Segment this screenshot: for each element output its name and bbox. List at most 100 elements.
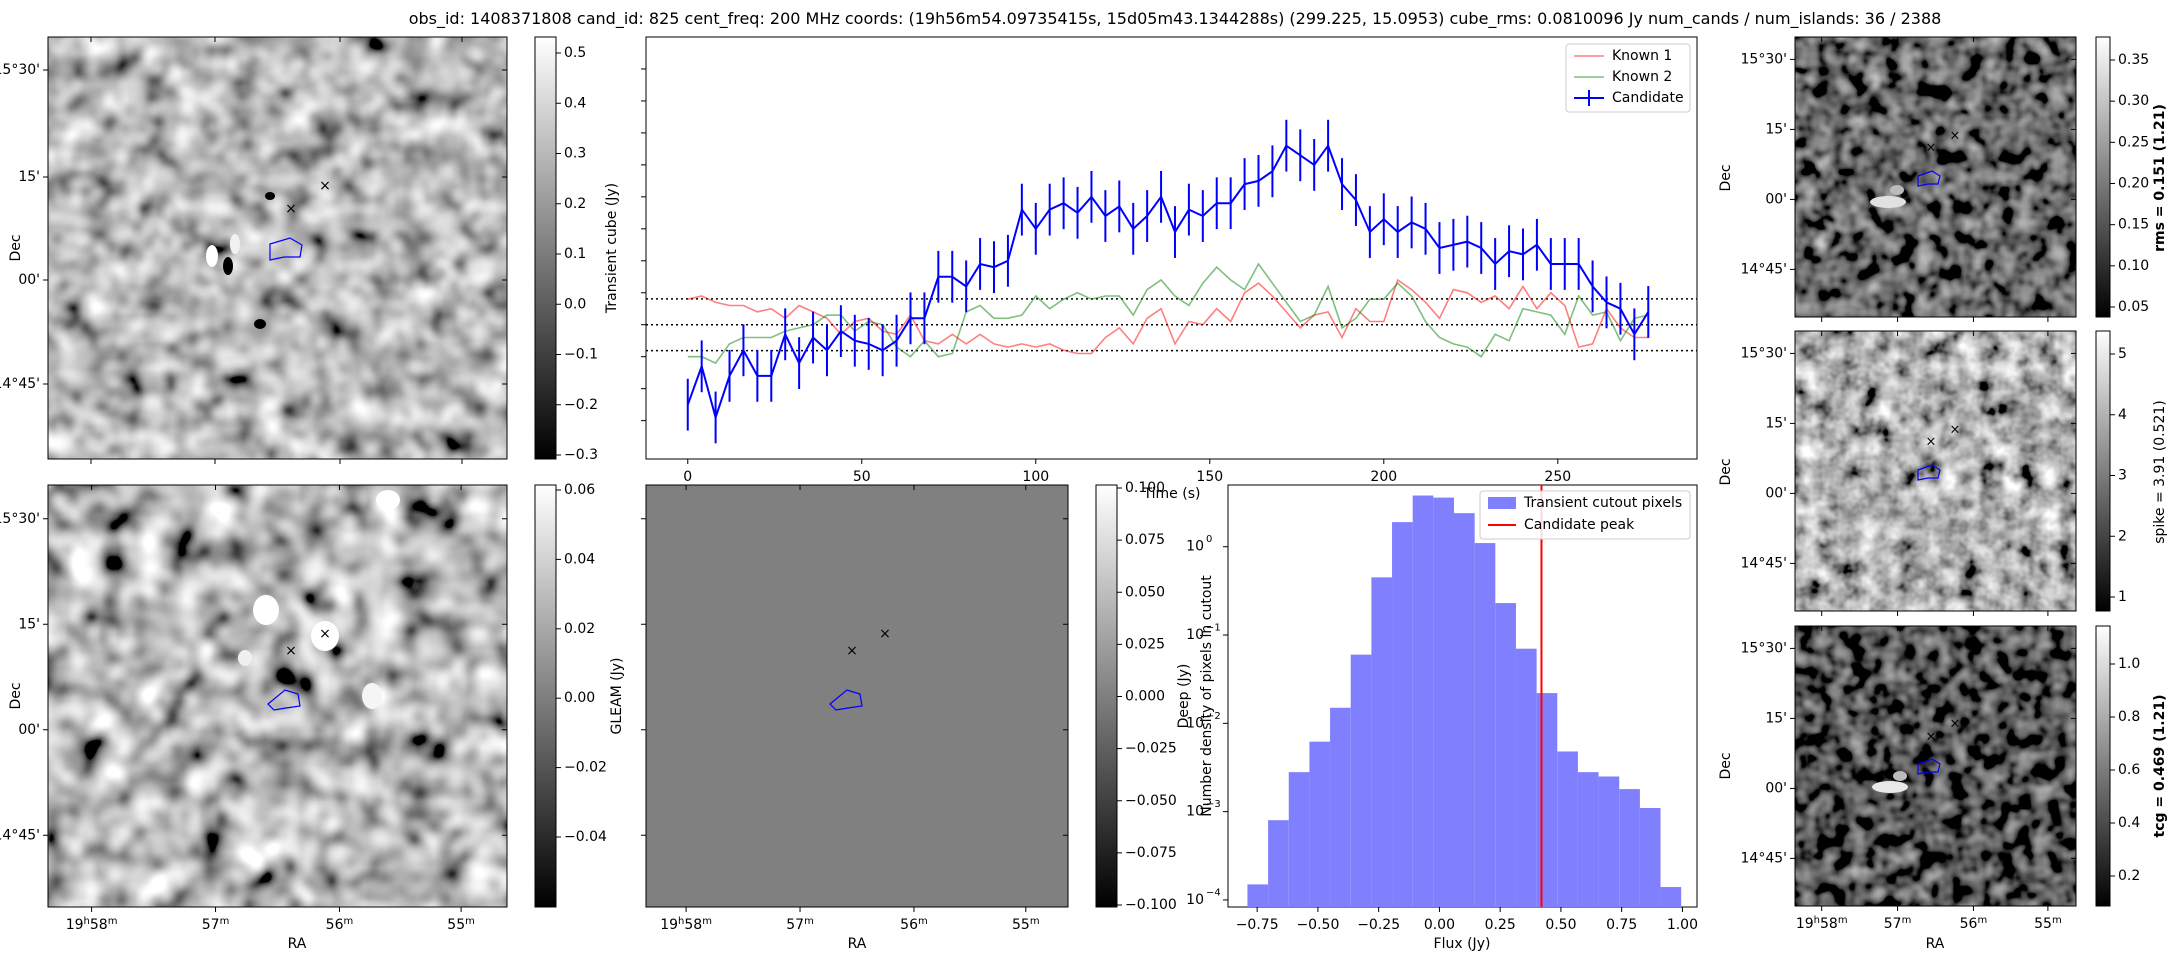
cbar-tick-label: 0.06 xyxy=(564,482,595,498)
ra-value: 19 xyxy=(66,917,84,933)
cbar-tick-label: −0.100 xyxy=(1125,897,1177,913)
ra-unit: m xyxy=(220,916,230,927)
spike-colorbar: 5 4 3 2 1 spike = 3.91 (0.521) xyxy=(2095,330,2168,612)
cbar-tick-label: 0.6 xyxy=(2118,762,2140,778)
dec-tick-label: 15' xyxy=(18,169,40,185)
gleam-known-marker: × xyxy=(846,643,858,659)
ra-unit: m xyxy=(804,916,814,927)
spike-island-contour xyxy=(1917,464,1941,481)
panel-tcg: × × 15°30'15'00'14°45'19h58m 57m 56m 55m De… xyxy=(1718,625,2077,952)
rms-island-contour xyxy=(1917,170,1941,187)
ra-tick-label: 57m xyxy=(202,916,230,934)
dec-tick-label: 00' xyxy=(18,272,40,288)
gleam-candidate-marker: × xyxy=(879,626,891,642)
histogram-bar xyxy=(1412,495,1434,907)
cbar-tick-label: 0.15 xyxy=(2118,217,2149,233)
dec-tick-label: 00' xyxy=(1765,191,1787,207)
rms-image xyxy=(1795,37,2076,317)
cbar-tick-label: 0.30 xyxy=(2118,93,2149,109)
dec-tick-label: 15' xyxy=(18,616,40,632)
ra-value: 57 xyxy=(786,917,804,933)
cbar-tick-label: 0.025 xyxy=(1125,636,1165,652)
ra-value: 58 xyxy=(684,917,702,933)
hist-y-tick-label: 10 xyxy=(1186,627,1204,643)
lc-x-tick-label: 100 xyxy=(1022,469,1049,485)
ra-value: 55 xyxy=(447,917,465,933)
rms-ylabel: Dec xyxy=(1718,164,1734,191)
hist-x-tick-label: −0.50 xyxy=(1296,917,1339,933)
cbar-tick-label: 0.050 xyxy=(1125,584,1165,600)
cbar-tick-label: 0.4 xyxy=(2118,815,2140,831)
histogram-bar xyxy=(1598,776,1620,907)
tcg-known-marker: × xyxy=(1926,730,1937,745)
ra-unit: m xyxy=(918,916,928,927)
hist-x-tick-label: −0.75 xyxy=(1236,917,1279,933)
cbar-tick-label: −0.1 xyxy=(564,347,598,363)
panel-spike: × × 15°30' 15' 00' 14°45' Dec xyxy=(1718,330,2077,616)
hist-y-tick-exponent: −3 xyxy=(1206,799,1221,810)
panel-lightcurve: 0 50 100 150 200 250 Known 1 Known 2 Candidat… xyxy=(641,36,1698,502)
cbar-tick-label: −0.04 xyxy=(564,829,607,845)
legend-transient-pixels: Transient cutout pixels xyxy=(1523,495,1682,511)
tcg-xlabel: RA xyxy=(1926,936,1945,952)
ra-unit: m xyxy=(1902,915,1912,926)
dec-tick-label: 15' xyxy=(1765,121,1787,137)
histogram-bar xyxy=(1536,693,1558,907)
rms-bright-blob xyxy=(1870,196,1906,208)
deep-colorbar: 0.06 0.04 0.02 0.00 −0.02 −0.04 xyxy=(534,482,607,908)
transient-dec-ticks: 15°30' 15' 00' 14°45' xyxy=(0,62,48,392)
cbar-tick-label: 0.00 xyxy=(564,690,595,706)
cbar-tick-label: 0.2 xyxy=(564,196,586,212)
hist-y-tick-exponent: −4 xyxy=(1206,887,1221,898)
tcg-ylabel: Dec xyxy=(1718,752,1734,779)
transient-colorbar: 0.5 0.4 0.3 0.2 0.1 0.0 −0.1 −0.2 −0.3 Transient… xyxy=(534,36,620,463)
ra-unit: m xyxy=(108,916,118,927)
ra-tick-label: 57m xyxy=(786,916,814,934)
cbar-tick-label: 0.25 xyxy=(2118,134,2149,150)
hist-x-tick-label: 0.50 xyxy=(1545,917,1576,933)
cbar-tick-label: 0.4 xyxy=(564,95,586,111)
tcg-colorbar: 1.0 0.8 0.6 0.4 0.2 tcg = 0.469 (1.21) xyxy=(2095,625,2168,907)
legend-known1: Known 1 xyxy=(1612,48,1672,64)
panel-transient: × × 15°30' 15' 00' 14°45' Dec xyxy=(0,36,508,464)
transient-bright-blob xyxy=(206,192,275,329)
series-line-candidate xyxy=(686,143,1650,421)
cbar-tick-label: 0.35 xyxy=(2118,52,2149,68)
deep-cbar-label: Deep (Jy) xyxy=(1176,664,1192,729)
ra-unit: m xyxy=(465,916,475,927)
deep-candidate-marker: × xyxy=(319,626,331,642)
ra-value: 56 xyxy=(1960,916,1978,932)
rms-colorbar: 0.35 0.30 0.25 0.20 0.15 0.10 0.05 rms = 0.151… xyxy=(2095,36,2168,318)
spike-ylabel: Dec xyxy=(1718,458,1734,485)
histogram-bar xyxy=(1557,751,1578,907)
lc-x-tick-label: 0 xyxy=(683,469,692,485)
histogram-bar xyxy=(1247,884,1269,907)
cbar-tick-label: 0.3 xyxy=(564,146,586,162)
legend-known2: Known 2 xyxy=(1612,69,1672,85)
panel-gleam: × × 19h58m 57m 56m 55m RA GLEAM (Jy) xyxy=(609,484,1069,952)
ra-value: 57 xyxy=(1884,916,1902,932)
cbar-tick-label: 0.04 xyxy=(564,551,595,567)
cbar-tick-label: 2 xyxy=(2118,528,2127,544)
lightcurve-axes xyxy=(645,36,1698,460)
cbar-tick-label: 3 xyxy=(2118,468,2127,484)
dec-tick-label: 00' xyxy=(1765,485,1787,501)
hist-y-tick-exponent: −1 xyxy=(1206,623,1221,634)
ra-unit: m xyxy=(702,916,712,927)
histogram-bar xyxy=(1639,807,1661,907)
figure-title: obs_id: 1408371808 cand_id: 825 cent_fre… xyxy=(409,9,1942,29)
histogram-ylabel: Number density of pixels in cutout xyxy=(1199,575,1215,817)
hist-y-tick-label: 10 xyxy=(1186,539,1204,555)
cbar-tick-label: 0.1 xyxy=(564,246,586,262)
ra-value: 55 xyxy=(1012,917,1030,933)
ra-tick-label: 55m xyxy=(447,916,475,934)
hist-x-tick-label: 0.25 xyxy=(1485,917,1516,933)
transient-candidate-marker: × xyxy=(319,178,331,194)
cbar-tick-label: −0.2 xyxy=(564,397,598,413)
cbar-tick-label: 0.10 xyxy=(2118,258,2149,274)
tcg-bright-blob xyxy=(1872,781,1908,793)
